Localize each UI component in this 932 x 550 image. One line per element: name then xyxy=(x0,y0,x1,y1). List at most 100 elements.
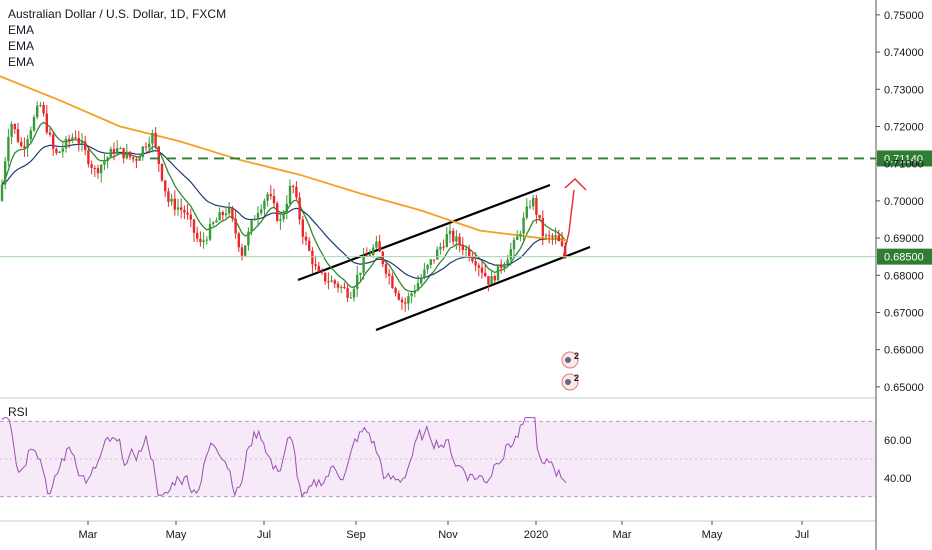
candle-body xyxy=(272,196,276,204)
candle-body xyxy=(359,272,362,275)
candle-body xyxy=(218,212,221,221)
candle-body xyxy=(192,219,196,233)
candle-body xyxy=(368,255,372,257)
candle-body xyxy=(10,123,13,137)
candle-body xyxy=(432,259,436,261)
candle-body xyxy=(208,224,212,240)
candle-body xyxy=(58,151,61,153)
x-tick-label: Sep xyxy=(346,529,366,541)
candle-body xyxy=(13,123,16,130)
candle-body xyxy=(551,235,554,238)
candle-body xyxy=(234,218,237,234)
candle-body xyxy=(100,164,103,174)
candle-body xyxy=(125,151,128,159)
indicator-ema-2[interactable]: EMA xyxy=(8,39,35,53)
candle-body xyxy=(560,241,564,247)
candle-body xyxy=(266,194,269,201)
candle-body xyxy=(512,239,516,250)
candle-body xyxy=(90,164,93,168)
candle-body xyxy=(96,168,100,174)
rsi-line xyxy=(1,417,567,498)
candle-body xyxy=(544,235,548,237)
candle-body xyxy=(29,130,32,140)
candle-body xyxy=(455,236,458,242)
candle-body xyxy=(388,273,391,276)
candle-body xyxy=(36,105,39,118)
candle-body xyxy=(420,277,423,284)
candle-body xyxy=(458,236,461,245)
candle-body xyxy=(253,218,256,221)
candle-body xyxy=(538,214,541,219)
candle-body xyxy=(32,117,36,131)
candle-body xyxy=(464,248,468,251)
y-tick-label: 0.71000 xyxy=(884,159,924,171)
candle-body xyxy=(474,261,477,266)
candle-body xyxy=(298,197,301,220)
candle-body xyxy=(71,137,74,141)
candle-body xyxy=(64,138,68,149)
y-tick-label: 0.69000 xyxy=(884,233,924,245)
resistance-price-tag-text: 0.71140 xyxy=(884,153,923,165)
candle-body xyxy=(151,132,154,144)
rsi-label[interactable]: RSI xyxy=(8,405,29,419)
current-price-tag-text: 0.68500 xyxy=(884,252,924,264)
event-count: 2 xyxy=(574,351,579,361)
candle-body xyxy=(391,275,394,289)
rsi-tick-label: 40.00 xyxy=(884,473,912,485)
candle-body xyxy=(61,148,64,152)
candle-body xyxy=(39,105,42,107)
candle-body xyxy=(333,280,336,284)
candle-body xyxy=(240,247,244,256)
candle-body xyxy=(362,255,365,273)
candle-body xyxy=(493,276,496,281)
candle-body xyxy=(352,288,356,298)
y-tick-label: 0.72000 xyxy=(884,121,924,133)
candle-body xyxy=(336,283,340,288)
candle-body xyxy=(548,235,551,237)
candle-body xyxy=(93,167,96,169)
candle-body xyxy=(397,293,400,300)
candle-body xyxy=(487,276,490,285)
channel-upper-line[interactable] xyxy=(297,183,551,282)
candle-body xyxy=(301,219,304,237)
candle-body xyxy=(413,290,416,294)
candle-body xyxy=(189,214,192,220)
candle-body xyxy=(279,219,282,221)
candle-body xyxy=(52,134,55,149)
candle-body xyxy=(16,129,20,142)
candle-body xyxy=(55,148,58,153)
candle-body xyxy=(276,203,279,221)
resistance-price-tag xyxy=(877,150,932,167)
candle-body xyxy=(164,180,167,192)
indicator-ema-1[interactable]: EMA xyxy=(8,23,35,37)
candle-body xyxy=(170,198,173,202)
event-count: 2 xyxy=(574,373,579,383)
candle-body xyxy=(20,141,23,147)
candle-body xyxy=(42,105,45,114)
candle-body xyxy=(349,297,352,299)
candle-body xyxy=(416,283,420,291)
indicator-ema-3[interactable]: EMA xyxy=(8,55,35,69)
candle-body xyxy=(26,139,29,148)
candle-body xyxy=(157,146,160,164)
candle-body xyxy=(247,231,250,246)
candle-body xyxy=(116,148,119,154)
candle-body xyxy=(381,251,384,265)
candle-body xyxy=(199,238,202,243)
y-tick-label: 0.74000 xyxy=(884,47,924,59)
candle-body xyxy=(436,249,439,260)
candle-body xyxy=(304,236,308,241)
y-tick-label: 0.75000 xyxy=(884,10,924,22)
candle-body xyxy=(288,185,292,204)
candle-body xyxy=(160,163,164,181)
channel-lower-line[interactable] xyxy=(375,245,591,332)
candle-body xyxy=(282,213,285,220)
candle-body xyxy=(263,200,266,210)
candle-body xyxy=(343,286,346,289)
y-tick-label: 0.73000 xyxy=(884,84,924,96)
y-tick-label: 0.70000 xyxy=(884,196,924,208)
candle-body xyxy=(452,230,455,242)
candle-body xyxy=(557,235,560,242)
candle-body xyxy=(442,246,445,248)
